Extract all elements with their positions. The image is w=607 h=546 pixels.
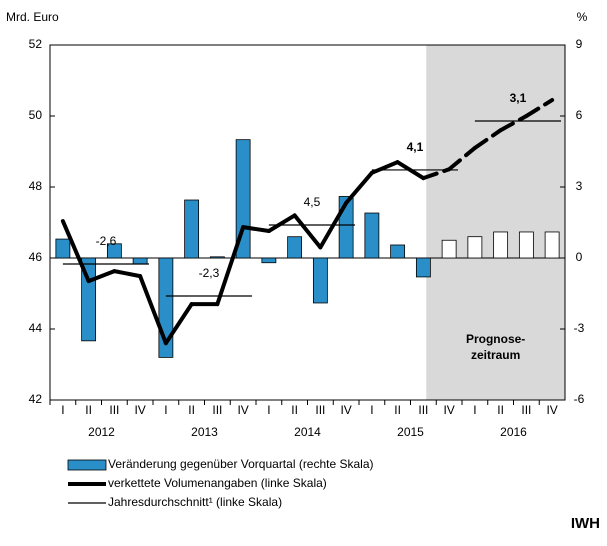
annual-growth-label: -2,3 [199,266,220,280]
y2-axis-label: % [577,10,588,24]
line-segment [112,269,143,279]
bar [544,231,560,259]
bar [467,236,483,259]
year-label: 2014 [294,425,321,439]
line-segment [344,170,374,205]
y-tick-label: 42 [29,392,43,406]
legend-label: Veränderung gegenüber Vorquartal (rechte… [108,457,374,471]
annual-growth-label: 3,1 [510,91,527,105]
bar [55,238,71,259]
annual-growth-label: 4,5 [304,195,321,209]
x-tick-label: I [61,403,64,417]
year-label: 2015 [397,425,424,439]
source: IWH [571,515,600,532]
forecast-region [426,45,565,400]
y2-tick-label: -3 [574,321,585,335]
line-segment [60,219,91,284]
line-segment [369,160,400,175]
bar [287,236,303,259]
bar [364,212,380,259]
x-tick-label: IV [546,403,557,417]
bar [518,231,534,259]
legend-label: verkettete Volumenangaben (linke Skala) [108,476,327,490]
bar [106,243,122,259]
y-tick-label: 44 [29,321,43,335]
x-tick-label: IV [134,403,145,417]
line-segment [292,213,323,250]
line-segment [472,128,503,150]
line-segment [266,213,297,234]
line-segment [421,167,452,181]
y2-tick-label: -6 [574,392,585,406]
y2-tick-label: 3 [576,179,583,193]
bar [261,257,277,264]
bar [415,257,431,278]
x-tick-label: II [85,403,92,417]
bar [184,199,200,259]
y-tick-label: 50 [29,108,43,122]
x-tick-label: IV [443,403,454,417]
bar [312,257,328,304]
line-segment [138,274,168,346]
x-tick-label: II [497,403,504,417]
y-tick-label: 48 [29,179,43,193]
y-tick-label: 46 [29,250,43,264]
y2-tick-label: 9 [576,37,583,51]
y2-tick-label: 0 [576,250,583,264]
forecast-label: Prognose- [466,332,525,346]
x-tick-label: II [291,403,298,417]
x-tick-label: III [212,403,222,417]
y-axis-label: Mrd. Euro [6,10,59,24]
x-tick-label: II [394,403,401,417]
forecast-label: zeitraum [471,348,520,362]
year-label: 2012 [88,425,115,439]
bar [390,244,406,259]
year-label: 2016 [500,425,527,439]
x-tick-label: I [370,403,373,417]
year-label: 2013 [191,425,218,439]
line-segment [524,98,555,118]
legend-label: Jahresdurchschnitt¹ (linke Skala) [108,495,282,509]
bar [209,256,225,259]
x-tick-label: I [473,403,476,417]
line-segment [215,225,246,307]
x-tick-label: III [418,403,428,417]
x-tick-label: III [109,403,119,417]
x-tick-label: III [521,403,531,417]
line-segment [447,145,477,172]
line-segment [86,269,117,284]
bar [493,231,509,259]
x-tick-label: I [267,403,270,417]
annual-growth-label: 4,1 [407,140,424,154]
bar [132,257,148,265]
x-tick-label: IV [237,403,248,417]
line-segment [163,302,194,346]
bar [441,239,457,259]
annual-growth-label: -2,6 [96,234,117,248]
y2-tick-label: 6 [576,108,583,122]
line-segment [241,225,271,234]
x-tick-label: III [315,403,325,417]
x-tick-label: IV [340,403,351,417]
x-tick-label: II [188,403,195,417]
line-segment [498,114,529,133]
legend-swatch [67,459,107,471]
x-tick-label: I [164,403,167,417]
y-tick-label: 52 [29,37,43,51]
